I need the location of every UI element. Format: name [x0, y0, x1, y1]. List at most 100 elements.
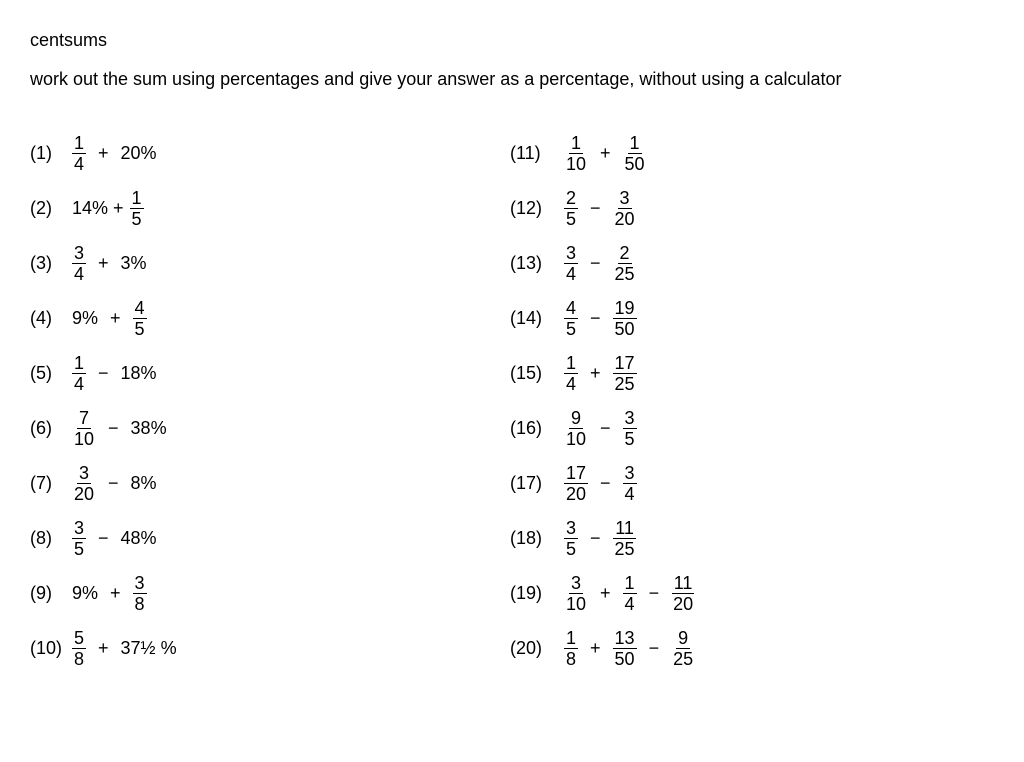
problem-number: (16): [510, 418, 564, 439]
problem-row: (8)35−48%: [30, 511, 510, 566]
fraction: 14: [72, 134, 86, 173]
operator: +: [584, 638, 607, 659]
fraction: 110: [564, 134, 588, 173]
fraction-denominator: 4: [564, 374, 578, 393]
problem-row: (5)14−18%: [30, 346, 510, 401]
fraction: 25: [564, 189, 578, 228]
fraction-denominator: 10: [564, 594, 588, 613]
problem-row: (12)25−320: [510, 181, 994, 236]
operator: −: [102, 473, 125, 494]
fraction-numerator: 1: [564, 354, 578, 374]
fraction-numerator: 9: [569, 409, 583, 429]
fraction: 58: [72, 629, 86, 668]
fraction-denominator: 50: [623, 154, 647, 173]
operator: −: [92, 528, 115, 549]
fraction: 15: [130, 189, 144, 228]
fraction-numerator: 3: [133, 574, 147, 594]
fraction-denominator: 4: [564, 264, 578, 283]
fraction-numerator: 1: [72, 354, 86, 374]
fraction-numerator: 1: [623, 574, 637, 594]
fraction-numerator: 11: [613, 519, 636, 539]
fraction: 34: [623, 464, 637, 503]
problem-number: (6): [30, 418, 72, 439]
fraction: 310: [564, 574, 588, 613]
fraction-numerator: 9: [676, 629, 690, 649]
problem-expression: 320−8%: [72, 464, 157, 503]
fraction: 34: [72, 244, 86, 283]
problem-expression: 9%+38: [72, 574, 147, 613]
fraction: 34: [564, 244, 578, 283]
problem-row: (13)34−225: [510, 236, 994, 291]
problem-row: (7)320−8%: [30, 456, 510, 511]
term-text: 20%: [121, 143, 157, 164]
problem-expression: 34−225: [564, 244, 637, 283]
problem-number: (3): [30, 253, 72, 274]
fraction-denominator: 5: [564, 209, 578, 228]
fraction-denominator: 4: [623, 484, 637, 503]
fraction: 925: [671, 629, 695, 668]
operator: +: [92, 143, 115, 164]
fraction-numerator: 3: [623, 464, 637, 484]
fraction: 225: [613, 244, 637, 283]
fraction-numerator: 1: [564, 629, 578, 649]
fraction-numerator: 1: [628, 134, 642, 154]
fraction-numerator: 2: [564, 189, 578, 209]
operator: −: [92, 363, 115, 384]
fraction-numerator: 3: [77, 464, 91, 484]
fraction-denominator: 20: [564, 484, 588, 503]
fraction-denominator: 5: [130, 209, 144, 228]
fraction: 14: [623, 574, 637, 613]
fraction-denominator: 20: [613, 209, 637, 228]
problem-number: (19): [510, 583, 564, 604]
fraction-numerator: 3: [72, 244, 86, 264]
problem-number: (17): [510, 473, 564, 494]
fraction-denominator: 8: [133, 594, 147, 613]
fraction-denominator: 5: [72, 539, 86, 558]
problem-expression: 310+14−1120: [564, 574, 695, 613]
problem-number: (2): [30, 198, 72, 219]
problem-expression: 34+3%: [72, 244, 147, 283]
fraction-denominator: 5: [623, 429, 637, 448]
fraction: 1950: [613, 299, 637, 338]
fraction-denominator: 4: [623, 594, 637, 613]
fraction-numerator: 1: [72, 134, 86, 154]
problem-expression: 14% +15: [72, 189, 144, 228]
fraction-denominator: 8: [72, 649, 86, 668]
fraction-denominator: 4: [72, 374, 86, 393]
operator: −: [643, 583, 666, 604]
fraction-denominator: 10: [564, 154, 588, 173]
fraction-denominator: 50: [613, 649, 637, 668]
fraction: 710: [72, 409, 96, 448]
fraction-numerator: 17: [564, 464, 588, 484]
term-text: 37½ %: [121, 638, 177, 659]
operator: +: [594, 143, 617, 164]
fraction: 1125: [613, 519, 637, 558]
problem-number: (7): [30, 473, 72, 494]
problem-number: (4): [30, 308, 72, 329]
term-text: 9%: [72, 583, 98, 604]
fraction: 35: [72, 519, 86, 558]
fraction-denominator: 50: [613, 319, 637, 338]
fraction: 35: [564, 519, 578, 558]
problem-row: (11)110+150: [510, 126, 994, 181]
operator: −: [643, 638, 666, 659]
fraction: 910: [564, 409, 588, 448]
problems-column-right: (11)110+150(12)25−320(13)34−225(14)45−19…: [510, 126, 994, 676]
problem-row: (4)9%+45: [30, 291, 510, 346]
problem-number: (15): [510, 363, 564, 384]
problem-expression: 710−38%: [72, 409, 167, 448]
problem-expression: 14 +20%: [72, 134, 157, 173]
operator: +: [92, 638, 115, 659]
fraction-numerator: 3: [564, 244, 578, 264]
fraction-denominator: 5: [564, 319, 578, 338]
fraction: 35: [623, 409, 637, 448]
operator: +: [92, 253, 115, 274]
problem-number: (1): [30, 143, 72, 164]
fraction: 320: [613, 189, 637, 228]
fraction-numerator: 4: [133, 299, 147, 319]
fraction: 1720: [564, 464, 588, 503]
fraction-numerator: 1: [569, 134, 583, 154]
fraction: 45: [564, 299, 578, 338]
fraction-denominator: 25: [613, 374, 637, 393]
problem-row: (18)35−1125: [510, 511, 994, 566]
